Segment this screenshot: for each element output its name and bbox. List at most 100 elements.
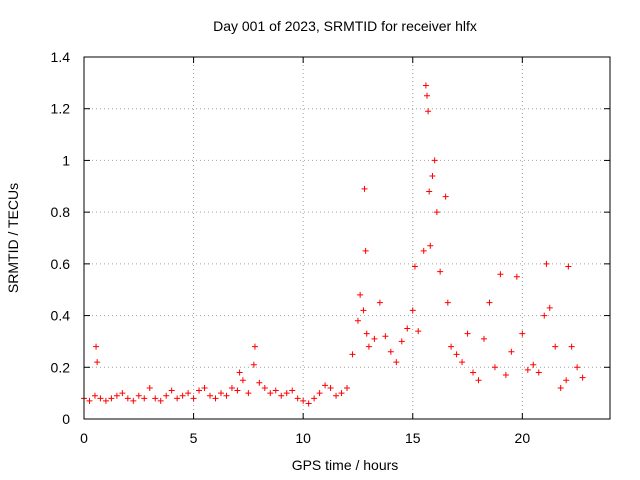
- data-point: [433, 209, 440, 216]
- data-point: [502, 372, 509, 379]
- data-point: [524, 366, 531, 373]
- data-point: [546, 304, 553, 311]
- data-point: [236, 369, 243, 376]
- data-point: [261, 384, 268, 391]
- data-point: [365, 343, 372, 350]
- data-point: [93, 343, 100, 350]
- data-point: [256, 379, 263, 386]
- grid-lines: [84, 57, 610, 419]
- data-point: [349, 351, 356, 358]
- data-point: [361, 185, 368, 192]
- data-point: [354, 317, 361, 324]
- data-point: [475, 377, 482, 384]
- data-point: [146, 384, 153, 391]
- data-point: [333, 392, 340, 399]
- data-point: [552, 343, 559, 350]
- data-point: [513, 273, 520, 280]
- data-point: [437, 268, 444, 275]
- data-point: [97, 395, 104, 402]
- x-tick-label: 0: [80, 430, 88, 446]
- data-point: [174, 395, 181, 402]
- data-point: [294, 395, 301, 402]
- data-point: [376, 299, 383, 306]
- data-point: [201, 384, 208, 391]
- data-point: [387, 348, 394, 355]
- data-point: [130, 397, 137, 404]
- data-point: [228, 384, 235, 391]
- data-point: [344, 384, 350, 391]
- data-point: [425, 108, 432, 115]
- data-point: [382, 333, 389, 340]
- data-point: [91, 392, 98, 399]
- data-point: [267, 390, 274, 397]
- data-point: [157, 397, 164, 404]
- data-point: [568, 343, 575, 350]
- data-point: [102, 397, 109, 404]
- data-point: [360, 307, 367, 314]
- data-point: [217, 390, 224, 397]
- data-point: [338, 390, 345, 397]
- data-point: [508, 348, 515, 355]
- data-point: [86, 397, 93, 404]
- x-tick-labels: 0 5 10 15 20: [80, 430, 530, 446]
- data-point: [207, 392, 214, 399]
- data-point: [322, 382, 329, 389]
- data-point: [429, 172, 436, 179]
- data-point: [444, 299, 451, 306]
- data-point: [543, 260, 550, 267]
- data-point: [113, 392, 120, 399]
- y-tick-label: 1.2: [51, 101, 71, 117]
- data-point: [409, 307, 416, 314]
- data-point: [398, 338, 405, 345]
- data-point: [459, 359, 466, 366]
- data-point: [251, 343, 258, 350]
- data-point: [239, 377, 246, 384]
- y-tick-label: 0.2: [51, 359, 71, 375]
- data-point: [212, 395, 219, 402]
- data-point: [393, 359, 400, 366]
- x-tick-label: 10: [295, 430, 311, 446]
- data-point: [283, 390, 290, 397]
- data-point: [250, 361, 257, 368]
- y-tick-labels: 0 0.2 0.4 0.6 0.8 1 1.2 1.4: [51, 49, 71, 427]
- data-point: [357, 291, 364, 298]
- data-point: [427, 242, 434, 249]
- data-points: [81, 82, 586, 407]
- data-point: [557, 384, 564, 391]
- data-point: [563, 377, 570, 384]
- x-tick-label: 20: [515, 430, 531, 446]
- data-point: [579, 374, 586, 381]
- data-point: [289, 387, 296, 394]
- data-point: [371, 335, 378, 342]
- data-point: [565, 263, 572, 270]
- x-tick-label: 5: [190, 430, 198, 446]
- data-point: [196, 387, 203, 394]
- data-point: [491, 364, 498, 371]
- data-point: [486, 299, 493, 306]
- data-point: [431, 157, 438, 164]
- data-point: [497, 271, 504, 278]
- data-point: [179, 392, 186, 399]
- data-point: [300, 397, 307, 404]
- data-point: [152, 395, 159, 402]
- x-axis-label: GPS time / hours: [292, 457, 399, 473]
- data-point: [163, 392, 170, 399]
- data-point: [442, 193, 449, 200]
- data-point: [223, 392, 230, 399]
- y-tick-label: 0.6: [51, 256, 71, 272]
- data-point: [363, 330, 370, 337]
- data-point: [470, 369, 477, 376]
- data-point: [311, 395, 318, 402]
- y-tick-label: 0: [62, 411, 70, 427]
- data-point: [426, 188, 433, 195]
- data-point: [327, 384, 334, 391]
- data-point: [278, 392, 285, 399]
- data-point: [305, 400, 312, 407]
- data-point: [234, 387, 241, 394]
- data-point: [541, 312, 548, 319]
- plot-frame: [83, 56, 611, 420]
- data-point: [168, 387, 175, 394]
- data-point: [415, 328, 422, 335]
- y-axis-label: SRMTID / TECUs: [5, 183, 21, 293]
